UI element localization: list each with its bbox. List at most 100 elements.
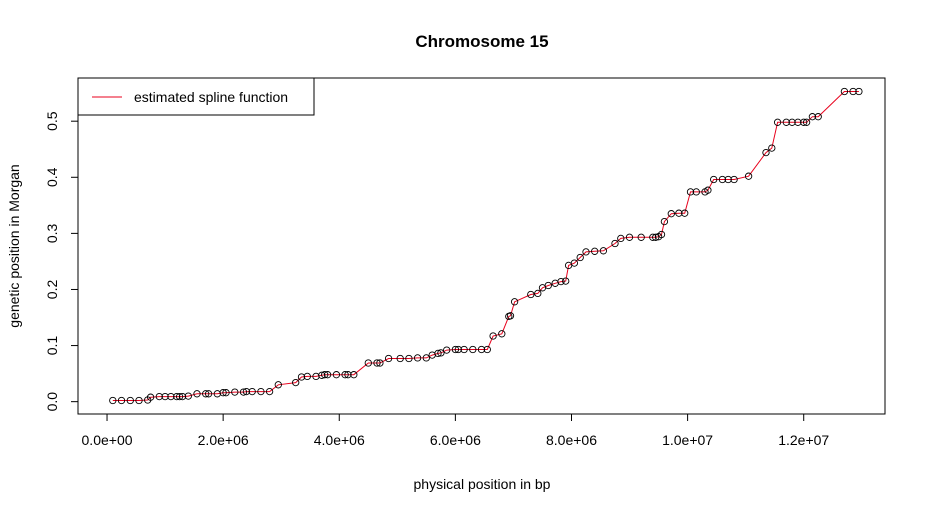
data-point <box>534 289 542 298</box>
data-point <box>649 233 657 241</box>
data-point <box>808 113 817 121</box>
data-point <box>762 148 770 157</box>
data-point <box>443 346 451 354</box>
chart-title: Chromosome 15 <box>415 32 548 51</box>
data-point <box>744 172 753 180</box>
data-point <box>175 392 184 401</box>
y-tick-label: 0.3 <box>44 223 60 243</box>
data-point <box>460 345 468 354</box>
data-point <box>849 87 857 96</box>
data-point <box>730 175 738 184</box>
data-point <box>204 390 213 398</box>
data-point <box>396 354 404 363</box>
data-point <box>312 372 320 381</box>
data-point <box>292 378 300 387</box>
data-point <box>686 188 695 196</box>
y-tick-label: 0.2 <box>44 280 60 300</box>
data-point <box>437 349 445 357</box>
x-tick-label: 4.0e+06 <box>314 432 365 448</box>
data-point <box>652 233 660 241</box>
y-axis-label: genetic position in Morgan <box>6 164 22 327</box>
data-point <box>405 354 413 363</box>
data-point <box>527 290 535 299</box>
x-tick-label: 6.0e+06 <box>430 432 481 448</box>
data-point <box>477 345 486 354</box>
data-point <box>117 396 126 405</box>
y-tick-label: 0.5 <box>44 111 60 131</box>
points-layer <box>109 87 863 405</box>
data-point <box>350 371 358 379</box>
x-tick-label: 0.0e+00 <box>82 432 133 448</box>
data-point <box>840 87 849 96</box>
data-point <box>341 371 349 379</box>
data-point <box>135 396 143 405</box>
data-point <box>274 381 282 389</box>
data-point <box>364 359 372 367</box>
data-point <box>184 392 192 400</box>
data-point <box>321 371 329 379</box>
data-point <box>422 354 430 362</box>
legend-label: estimated spline function <box>134 89 288 105</box>
data-point <box>373 359 381 367</box>
data-point <box>219 389 227 397</box>
x-tick-label: 8.0e+06 <box>546 432 597 448</box>
data-point <box>146 393 155 401</box>
y-tick-label: 0.1 <box>44 336 60 356</box>
data-point <box>724 175 732 184</box>
x-tick-label: 2.0e+06 <box>198 432 249 448</box>
data-point <box>544 281 552 290</box>
y-axis: 0.0 0.1 0.2 0.3 0.4 0.5 <box>44 111 79 412</box>
data-point <box>675 209 683 217</box>
data-point <box>582 248 590 256</box>
data-point <box>376 359 384 367</box>
data-point <box>782 118 790 126</box>
data-point <box>434 349 442 358</box>
x-axis: 0.0e+00 2.0e+06 4.0e+06 6.0e+06 8.0e+06 1.0e+… <box>82 413 829 448</box>
data-point <box>323 371 332 379</box>
data-point <box>576 253 584 262</box>
data-point <box>814 113 822 121</box>
data-point <box>773 118 782 126</box>
data-point <box>788 118 796 126</box>
data-point <box>692 188 700 196</box>
data-point <box>768 144 776 152</box>
data-point <box>802 118 811 126</box>
data-point <box>384 354 393 363</box>
data-point <box>570 259 579 267</box>
data-point <box>332 371 341 379</box>
data-point <box>637 233 645 241</box>
data-point <box>483 345 491 354</box>
y-tick-label: 0.0 <box>44 392 60 412</box>
x-tick-label: 1.2e+07 <box>778 432 829 448</box>
data-point <box>617 234 625 243</box>
data-point <box>167 392 175 401</box>
x-axis-label: physical position in bp <box>414 476 551 492</box>
data-point <box>344 371 352 379</box>
data-point <box>303 372 311 381</box>
data-point <box>660 217 669 226</box>
data-point <box>489 332 497 340</box>
plot-frame <box>77 77 886 415</box>
spline-layer <box>112 91 859 401</box>
data-point <box>451 345 460 354</box>
data-point <box>109 396 117 405</box>
data-point <box>126 396 134 405</box>
data-point <box>161 392 169 401</box>
data-point <box>318 371 326 379</box>
data-point <box>213 390 221 398</box>
data-point <box>231 388 239 396</box>
data-point <box>202 390 210 398</box>
data-point <box>173 392 181 401</box>
spline-line <box>112 91 859 401</box>
data-point <box>625 233 634 241</box>
y-tick-label: 0.4 <box>44 167 60 187</box>
data-point <box>506 312 515 320</box>
data-point <box>155 392 163 401</box>
legend: estimated spline function <box>77 77 315 116</box>
data-point <box>222 389 230 397</box>
data-point <box>193 390 201 398</box>
data-point <box>242 387 251 396</box>
data-point <box>599 247 608 255</box>
